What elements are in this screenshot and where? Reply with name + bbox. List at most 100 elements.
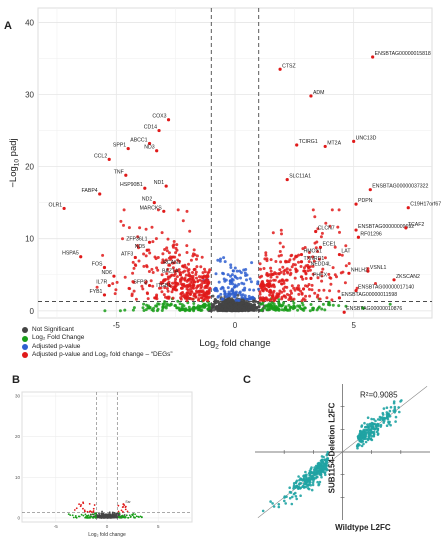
data-point [207,288,211,292]
data-point [158,286,161,290]
data-point [150,267,154,271]
data-point [285,308,289,312]
point-label: TXNRD1 [303,256,324,262]
x-tick-label: 5 [351,321,356,330]
point-label: ND1 [154,180,164,186]
data-point [307,255,311,259]
data-point [320,475,323,479]
data-point [248,277,252,281]
data-point [275,275,279,279]
data-point [187,268,191,271]
data-point [277,272,281,275]
data-point [219,257,222,261]
data-point [175,243,179,247]
data-point [290,291,293,295]
data-point [275,295,279,299]
labeled-point [126,146,130,151]
data-point [288,296,292,300]
data-point [242,268,246,272]
data-point [266,283,270,287]
data-point [360,444,364,448]
data-point [318,480,322,484]
data-point [155,304,159,308]
y-tick-label: 20 [15,434,21,439]
data-point [303,269,307,273]
data-point [229,263,233,267]
data-point [281,265,285,269]
data-point [160,290,164,294]
data-point [122,223,125,227]
data-point [310,288,314,292]
x-tick-label: 5 [157,524,160,529]
point-label: ATF3 [121,251,133,257]
data-point [128,287,132,291]
data-point [174,277,178,281]
data-point [303,298,307,302]
data-point [269,266,273,270]
data-point [297,475,300,478]
data-point [270,296,274,300]
labeled-point [285,177,289,182]
data-point [176,299,180,303]
data-point [316,276,320,280]
data-point [370,435,374,438]
data-point [304,264,308,268]
data-point [132,306,136,310]
data-point [90,515,92,518]
data-point [195,276,198,280]
data-point [212,308,216,312]
data-point [87,514,90,517]
data-point [236,293,240,297]
data-point [224,278,228,282]
r-squared-annotation: R²=0.9085 [360,391,398,400]
point-label: ENSBTAG00000015818 [375,51,431,57]
data-point [238,291,241,295]
data-point [320,279,324,283]
data-point [292,257,296,261]
data-point [102,512,105,515]
data-point [326,450,330,454]
data-point [184,284,188,288]
data-point [217,280,221,284]
data-point [142,302,146,306]
data-point [323,471,327,475]
data-point [316,250,320,253]
data-point [229,274,232,278]
data-point [98,516,101,519]
data-point [261,280,264,283]
data-point [187,262,190,266]
data-point [357,434,361,437]
data-point [313,472,317,475]
data-point [356,443,359,447]
data-point [280,282,283,286]
data-point [188,229,192,233]
data-point [142,264,146,268]
labeled-point [406,206,410,210]
labeled-point [147,283,152,288]
data-point [397,406,400,409]
data-point [79,505,82,508]
data-point [71,514,74,517]
point-label: IL7R [96,280,107,286]
point-label: VSNL1 [370,265,387,271]
data-point [259,302,263,306]
data-point [370,417,373,421]
data-point [202,294,206,297]
data-point [179,296,183,300]
data-point [310,283,314,287]
data-point [361,434,365,438]
data-point [298,487,302,490]
data-point [321,465,324,468]
data-point [159,281,163,284]
data-point [200,308,204,312]
data-point [227,308,231,312]
data-point [316,227,320,231]
data-point [302,287,306,291]
data-point [289,491,293,494]
data-point [164,258,168,262]
point-label: SLC11A1 [289,174,311,180]
point-label: ENSBTAG00000017140 [358,285,414,291]
data-point [155,266,159,270]
data-point [260,298,264,302]
data-point [370,438,374,442]
